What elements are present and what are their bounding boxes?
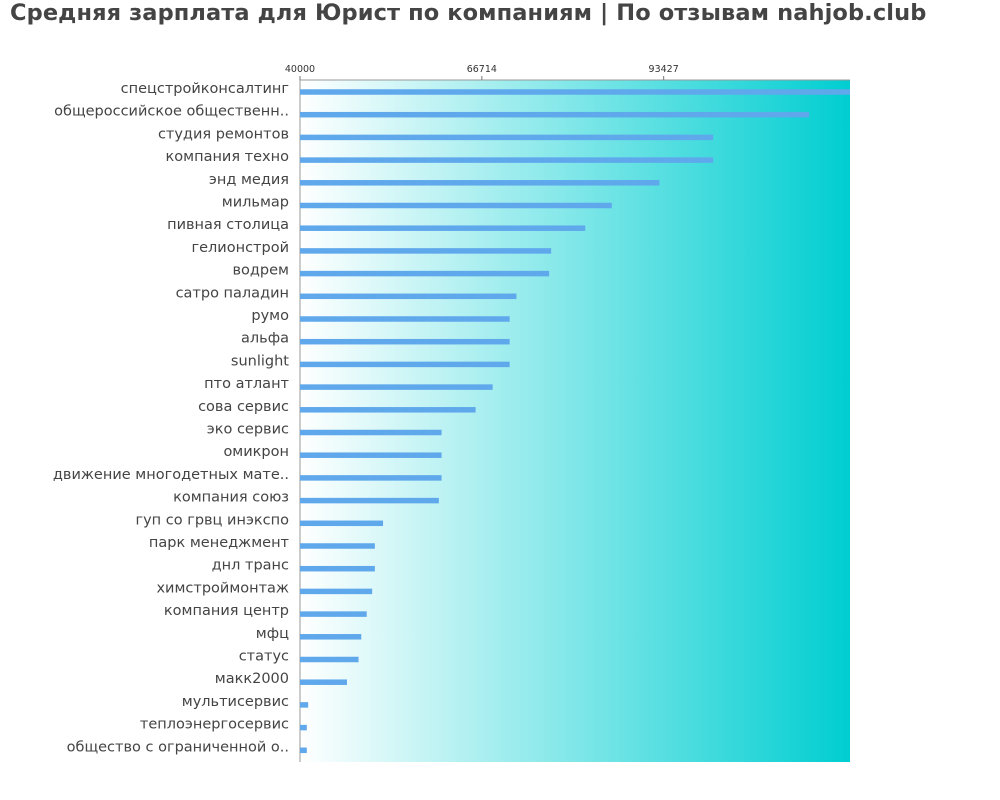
category-labels: спецстройконсалтинг общероссийское общест…: [53, 81, 290, 755]
bar: [300, 543, 375, 549]
bar: [300, 475, 442, 481]
category-label: пто атлант: [204, 376, 289, 392]
bar: [300, 270, 550, 277]
category-label: альфа: [241, 331, 289, 347]
category-label: компания центр: [164, 603, 289, 619]
bar: [300, 225, 586, 231]
category-label: пивная столица: [167, 217, 289, 233]
bar: [300, 384, 493, 390]
category-label: компания союз: [173, 490, 289, 506]
bar: [300, 634, 362, 640]
category-label: sunlight: [231, 353, 289, 369]
category-label: химстроймонтаж: [156, 580, 289, 596]
x-tick-label: 66714: [467, 64, 497, 75]
category-label: сова сервис: [198, 399, 289, 415]
category-label: гуп со грвц инэкспо: [135, 512, 289, 528]
category-label: статус: [239, 649, 289, 665]
bar: [300, 407, 476, 413]
category-label: энд медия: [209, 172, 289, 188]
category-label: общероссийское общественн..: [54, 104, 289, 120]
bar: [300, 157, 714, 163]
category-label: мфц: [256, 626, 289, 642]
bar: [300, 747, 307, 754]
chart-title: Средняя зарплата для Юрист по компаниям …: [10, 0, 927, 26]
category-label: эко сервис: [207, 422, 289, 438]
category-label: компания техно: [166, 149, 290, 165]
bar: [300, 316, 510, 322]
bar: [300, 656, 359, 663]
category-label: движение многодетных мате..: [53, 467, 289, 483]
bar: [300, 111, 810, 118]
bar: [300, 588, 373, 595]
bar: [300, 452, 442, 458]
bar: [300, 565, 375, 572]
bars: [300, 89, 850, 754]
x-tick-label: 93427: [649, 64, 679, 75]
bar: [300, 520, 384, 527]
bar: [300, 89, 850, 95]
bar: [300, 361, 510, 368]
bar: [300, 134, 714, 141]
category-label: сатро паладин: [176, 285, 289, 301]
category-label: мильмар: [222, 195, 289, 211]
category-label: омикрон: [223, 444, 289, 460]
category-label: днл транс: [212, 558, 289, 574]
bar: [300, 248, 552, 254]
category-label: макк2000: [215, 671, 289, 687]
bar: [300, 611, 367, 617]
bar: [300, 338, 510, 345]
bar: [300, 679, 347, 685]
bar: [300, 724, 307, 731]
category-label: спецстройконсалтинг: [121, 81, 289, 97]
category-label: мультисервис: [182, 694, 289, 710]
bar: [300, 180, 660, 186]
bar: [300, 293, 517, 300]
category-label: теплоэнергосервис: [140, 717, 289, 733]
category-label: гелионстрой: [192, 240, 290, 256]
bar: [300, 702, 309, 708]
x-axis-ticks: 40000 66714 93427: [285, 64, 679, 80]
category-label: румо: [251, 308, 289, 324]
x-tick-label: 40000: [285, 64, 315, 75]
category-label: парк менеджмент: [149, 535, 290, 551]
category-label: водрем: [232, 263, 289, 279]
bar: [300, 497, 439, 504]
plot-background: [300, 80, 850, 762]
category-label: студия ремонтов: [158, 126, 289, 142]
bar: [300, 202, 612, 209]
bar: [300, 429, 442, 436]
category-label: общество с ограниченной о..: [67, 739, 289, 755]
